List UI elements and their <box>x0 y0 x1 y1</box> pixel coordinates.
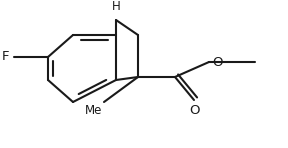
Text: F: F <box>1 50 9 63</box>
Text: H: H <box>112 0 120 13</box>
Text: O: O <box>212 56 223 69</box>
Text: Me: Me <box>85 104 102 117</box>
Text: O: O <box>189 104 199 117</box>
